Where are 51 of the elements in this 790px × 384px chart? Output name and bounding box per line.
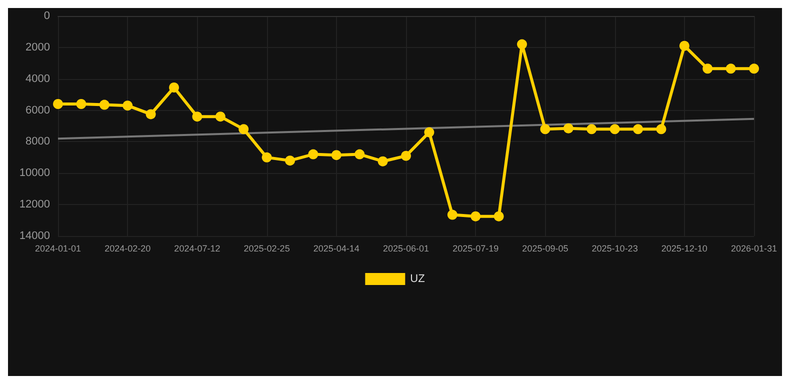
x-tick-label: 2024-02-20 xyxy=(104,244,151,254)
x-tick-label: 2025-06-01 xyxy=(382,244,430,254)
x-tick-label: 2024-07-12 xyxy=(174,244,220,254)
point xyxy=(215,112,226,122)
point xyxy=(540,124,550,134)
point xyxy=(749,64,759,74)
y-tick-label: 14000 xyxy=(19,230,50,242)
point xyxy=(610,124,620,134)
point xyxy=(262,152,272,162)
point xyxy=(99,100,110,110)
point xyxy=(285,156,295,166)
point xyxy=(76,99,86,109)
x-tick-label: 2025-02-25 xyxy=(244,244,290,254)
x-tick-label: 2026-01-31 xyxy=(730,244,778,254)
y-tick-label: 12000 xyxy=(19,198,50,211)
y-tick-label: 8000 xyxy=(26,136,50,148)
y-tick-label: 0 xyxy=(44,10,50,22)
point xyxy=(146,109,156,120)
point xyxy=(633,124,643,134)
x-tick-label: 2025-12-10 xyxy=(661,244,708,254)
point xyxy=(447,210,458,220)
point xyxy=(702,64,713,74)
point xyxy=(53,99,63,109)
x-tick-label: 2025-10-23 xyxy=(592,244,638,254)
x-tick-label: 2025-04-14 xyxy=(313,244,360,254)
x-tick-label: 2025-09-05 xyxy=(522,244,568,254)
y-tick-label: 10000 xyxy=(19,167,50,180)
y-tick-label: 6000 xyxy=(26,104,50,116)
point xyxy=(122,100,133,111)
point xyxy=(354,149,365,160)
point xyxy=(586,124,597,134)
point xyxy=(192,112,202,122)
x-tick-label: 2025-07-19 xyxy=(452,244,499,254)
point xyxy=(378,156,388,166)
point xyxy=(656,124,666,134)
point xyxy=(169,82,179,92)
point xyxy=(517,39,527,50)
y-tick-label: 2000 xyxy=(26,41,50,54)
point xyxy=(331,150,342,160)
point xyxy=(401,150,411,161)
point xyxy=(563,123,574,134)
x-tick-label: 2024-01-01 xyxy=(34,244,82,254)
point xyxy=(308,149,318,160)
point xyxy=(494,211,504,222)
point xyxy=(238,124,249,134)
point xyxy=(424,127,434,138)
point xyxy=(470,211,481,222)
point xyxy=(679,40,690,51)
point xyxy=(726,64,736,74)
y-tick-label: 4000 xyxy=(26,72,50,85)
legend-label: UZ xyxy=(410,273,426,285)
